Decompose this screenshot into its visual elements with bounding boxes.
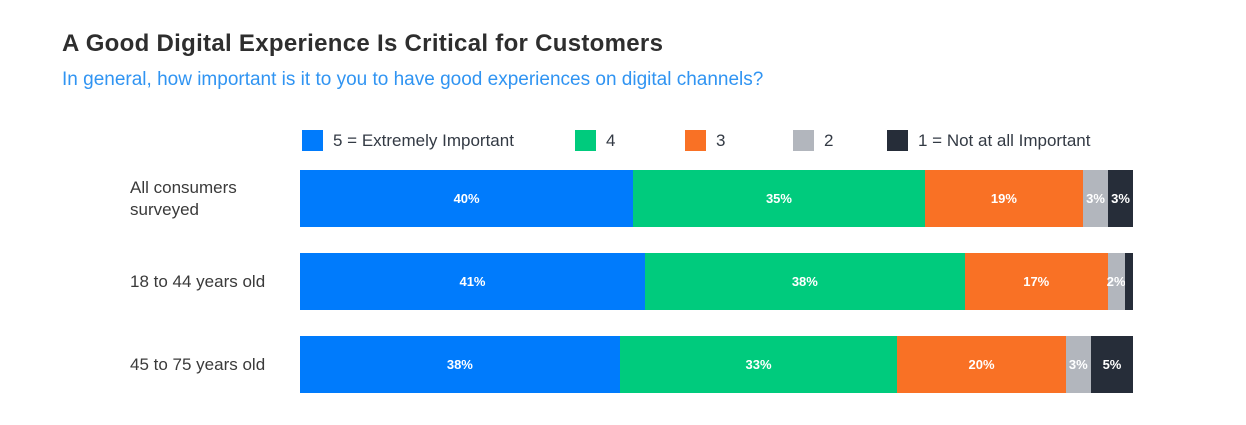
bar-row: All consumers surveyed 40% 35% 19% 3% 3% bbox=[62, 170, 1246, 228]
bar-segment: 38% bbox=[644, 253, 965, 311]
chart-legend: 5 = Extremely Important 4 3 2 1 = Not at… bbox=[300, 130, 1220, 152]
bar-segment: 5% bbox=[1090, 336, 1134, 394]
segment-value-label: 20% bbox=[968, 357, 995, 373]
segment-value-label: 38% bbox=[791, 274, 818, 290]
segment-value-label: 38% bbox=[446, 357, 473, 373]
segment-value-label: 33% bbox=[745, 357, 772, 373]
legend-item-3: 3 bbox=[685, 130, 726, 152]
legend-label: 1 = Not at all Important bbox=[918, 130, 1091, 150]
legend-item-4: 4 bbox=[575, 130, 616, 152]
bar-segment: 3% bbox=[1065, 336, 1091, 394]
segment-value-label: 3% bbox=[1111, 191, 1130, 207]
legend-swatch-blue bbox=[302, 130, 323, 152]
category-label: All consumers surveyed bbox=[130, 177, 237, 219]
segment-value-label: 35% bbox=[765, 191, 792, 207]
category-label: 45 to 75 years old bbox=[130, 354, 266, 374]
bar-segment: 19% bbox=[924, 170, 1084, 228]
bar-segment: 35% bbox=[633, 170, 925, 228]
legend-item-5-extremely-important: 5 = Extremely Important bbox=[302, 130, 514, 152]
segment-value-label: 5% bbox=[1102, 357, 1122, 373]
legend-swatch-gray bbox=[793, 130, 814, 152]
legend-label: 3 bbox=[716, 130, 726, 150]
legend-swatch-orange bbox=[685, 130, 706, 152]
segment-value-label: 19% bbox=[990, 191, 1017, 207]
segment-value-label: 2% bbox=[1106, 274, 1126, 290]
chart-subtitle-question: In general, how important is it to you t… bbox=[62, 68, 764, 90]
bars-area: All consumers surveyed 40% 35% 19% 3% 3% 18 to… bbox=[62, 170, 1246, 394]
bar-segment: 3% bbox=[1108, 170, 1133, 228]
legend-swatch-dark bbox=[887, 130, 908, 152]
page-title: A Good Digital Experience Is Critical fo… bbox=[62, 30, 664, 57]
bar-segment: 41% bbox=[300, 253, 645, 311]
bar-segment: 38% bbox=[300, 336, 620, 394]
stacked-bar: 40% 35% 19% 3% 3% bbox=[300, 170, 1133, 228]
legend-swatch-green bbox=[575, 130, 596, 152]
segment-value-label: 17% bbox=[1023, 274, 1050, 290]
legend-item-2: 2 bbox=[793, 130, 834, 152]
bar-segment: 2% bbox=[1106, 253, 1126, 311]
bar-segment: 20% bbox=[897, 336, 1066, 394]
bar-row: 45 to 75 years old 38% 33% 20% 3% 5% bbox=[62, 336, 1246, 394]
segment-value-label: 3% bbox=[1086, 191, 1105, 207]
segment-value-label: 3% bbox=[1068, 357, 1088, 373]
stacked-bar: 41% 38% 17% 2% bbox=[300, 253, 1134, 311]
bar-segment: 33% bbox=[619, 336, 898, 394]
bar-segment: 3% bbox=[1083, 170, 1108, 228]
bar-segment: 17% bbox=[964, 253, 1108, 311]
category-label: 18 to 44 years old bbox=[130, 271, 266, 291]
legend-item-1-not-at-all-important: 1 = Not at all Important bbox=[887, 130, 1091, 152]
legend-label: 5 = Extremely Important bbox=[333, 130, 514, 150]
legend-label: 2 bbox=[824, 130, 834, 150]
bar-segment: 40% bbox=[300, 170, 634, 228]
bar-segment bbox=[1124, 253, 1134, 311]
bar-row: 18 to 44 years old 41% 38% 17% 2% bbox=[62, 253, 1246, 311]
chart-container: A Good Digital Experience Is Critical fo… bbox=[62, 30, 1246, 394]
segment-value-label: 40% bbox=[453, 191, 480, 207]
legend-label: 4 bbox=[606, 130, 616, 150]
stacked-bar: 38% 33% 20% 3% 5% bbox=[300, 336, 1134, 394]
segment-value-label: 41% bbox=[459, 274, 486, 290]
